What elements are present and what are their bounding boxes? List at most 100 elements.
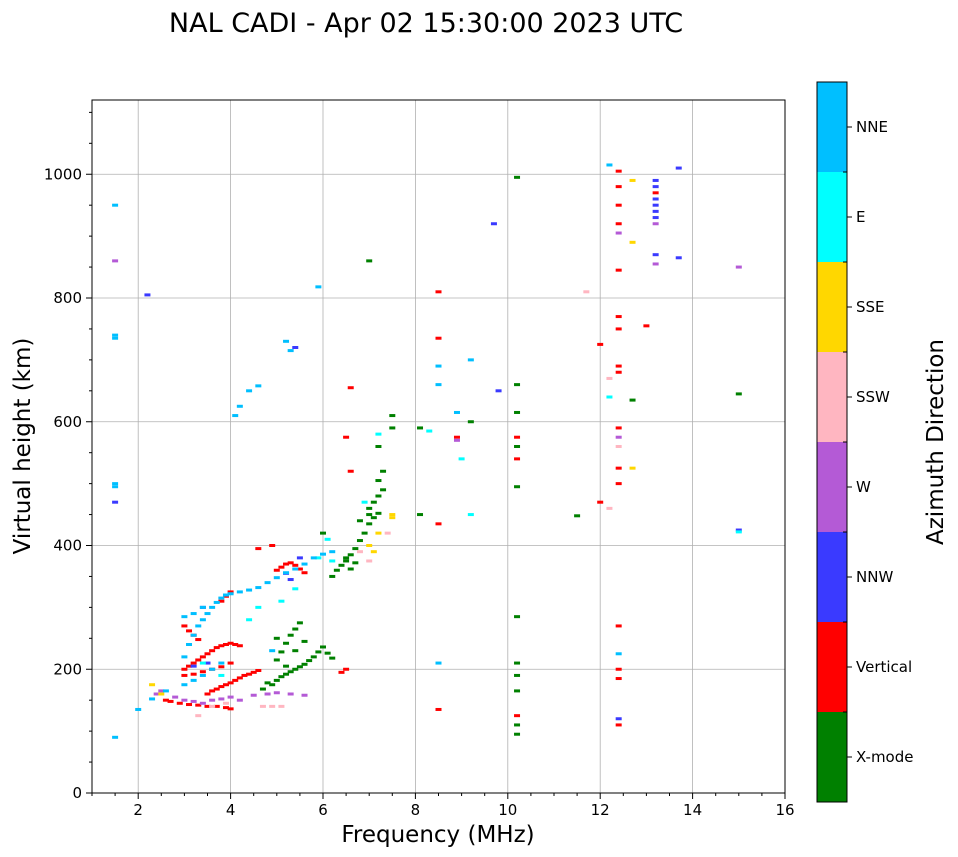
data-point-vertical (615, 169, 622, 173)
data-point-vertical (218, 599, 225, 603)
data-point-vertical (615, 185, 622, 189)
data-point-sse (389, 516, 396, 520)
data-point-vertical (615, 624, 622, 628)
data-point-w (227, 695, 234, 699)
data-point-x-mode (273, 678, 280, 682)
data-point-vertical (227, 707, 234, 711)
data-point-ssw (583, 290, 590, 294)
y-tick-label: 400 (53, 537, 82, 555)
data-point-vertical (435, 522, 442, 526)
data-point-vertical (199, 670, 206, 674)
data-point-x-mode (389, 426, 396, 430)
colorbar-segment (817, 172, 847, 262)
data-point-nne (222, 593, 229, 597)
data-point-vertical (222, 706, 229, 710)
chart-title: NAL CADI - Apr 02 15:30:00 2023 UTC (169, 8, 683, 39)
data-point-x-mode (735, 392, 742, 396)
data-point-x-mode (356, 519, 363, 523)
data-point-vertical (435, 336, 442, 340)
data-point-nne (204, 612, 211, 616)
data-point-x-mode (417, 426, 424, 430)
data-point-x-mode (514, 410, 521, 414)
data-point-x-mode (352, 547, 359, 551)
data-point-nne (246, 389, 253, 393)
data-point-e (218, 673, 225, 677)
data-point-w (453, 438, 460, 442)
data-point-x-mode (329, 574, 336, 578)
data-point-nne (199, 673, 206, 677)
data-point-nne (435, 661, 442, 665)
data-point-e (199, 661, 206, 665)
data-point-e (246, 618, 253, 622)
data-point-x-mode (320, 645, 326, 649)
data-point-x-mode (375, 479, 382, 483)
data-point-nne (190, 612, 197, 616)
data-point-x-mode (259, 687, 266, 691)
data-point-w (652, 262, 659, 266)
data-point-vertical (236, 676, 243, 680)
data-point-x-mode (347, 553, 354, 557)
data-point-vertical (338, 670, 345, 674)
data-point-vertical (209, 689, 216, 693)
data-point-nne (135, 707, 142, 711)
data-point-vertical (615, 370, 622, 374)
data-point-vertical (186, 629, 193, 633)
data-point-vertical (514, 714, 521, 718)
data-point-e (329, 559, 336, 563)
data-point-nnw (652, 209, 659, 213)
data-point-vertical (218, 685, 225, 689)
data-point-x-mode (514, 615, 521, 619)
data-point-nne (112, 735, 119, 739)
data-point-nne (213, 600, 220, 604)
colorbar: X-mode Vertical NNW W SSW SSE E NNE (816, 81, 913, 803)
data-point-nne (246, 588, 253, 592)
data-point-nne (236, 404, 243, 408)
data-point-nne (255, 384, 262, 388)
y-tick-label: 200 (53, 660, 82, 678)
data-point-nnw (495, 389, 502, 393)
data-point-nne (181, 615, 188, 619)
data-point-x-mode (278, 675, 285, 679)
data-point-nnw (490, 222, 497, 226)
data-point-vertical (292, 563, 299, 567)
data-point-x-mode (269, 683, 276, 687)
data-point-x-mode (514, 689, 521, 693)
data-point-nne (453, 410, 460, 414)
data-point-x-mode (301, 662, 308, 666)
data-point-x-mode (380, 488, 387, 492)
data-point-vertical (301, 571, 308, 575)
data-point-x-mode (514, 485, 521, 489)
data-point-vertical (615, 268, 622, 272)
data-point-nnw (652, 197, 659, 201)
data-point-w (209, 698, 216, 702)
data-point-nne (112, 203, 119, 207)
data-point-vertical (190, 661, 197, 665)
data-point-nne (190, 678, 197, 682)
data-point-vertical (343, 435, 350, 439)
data-point-vertical (190, 672, 197, 676)
data-point-nne (232, 414, 239, 418)
colorbar-segment (817, 442, 847, 532)
data-point-w (190, 699, 197, 703)
data-point-vertical (204, 692, 211, 696)
data-point-nne (218, 661, 225, 665)
data-point-nnw (287, 578, 294, 582)
data-point-vertical (615, 222, 622, 226)
data-point-ssw (195, 714, 202, 718)
data-point-x-mode (514, 175, 521, 179)
data-point-nnw (204, 661, 211, 665)
data-point-vertical (615, 482, 622, 486)
data-point-nne (199, 605, 206, 609)
data-point-nne (181, 683, 188, 687)
data-point-x-mode (366, 513, 373, 517)
data-point-vertical (204, 704, 211, 708)
data-point-vertical (222, 683, 229, 687)
data-point-x-mode (352, 561, 359, 565)
data-point-ssw (269, 704, 276, 708)
colorbar-label-nne: NNE (856, 118, 888, 136)
data-points (112, 163, 742, 739)
data-point-x-mode (315, 650, 322, 654)
data-point-x-mode (375, 494, 382, 498)
data-point-e (458, 457, 465, 461)
colorbar-segment (817, 712, 847, 802)
